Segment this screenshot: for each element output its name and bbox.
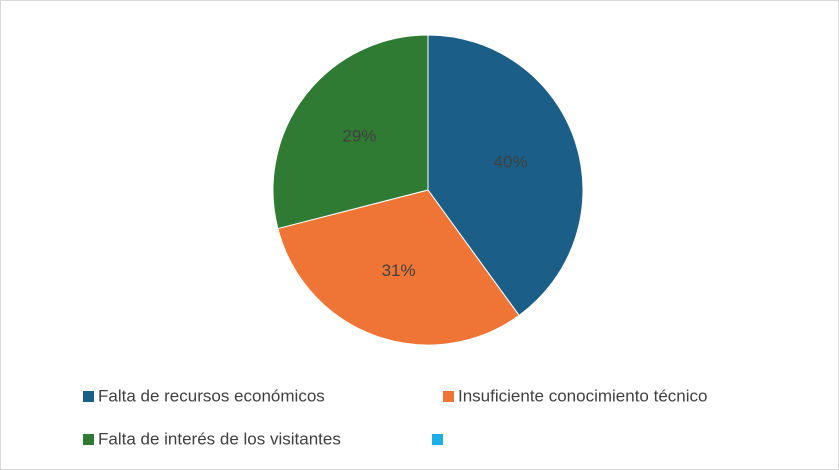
legend-swatch	[443, 391, 454, 402]
pie-slice	[277, 189, 520, 346]
legend-swatch	[432, 434, 443, 445]
data-label: 31%	[382, 261, 416, 280]
data-label: 40%	[494, 153, 528, 172]
legend-label: Falta de recursos económicos	[98, 386, 325, 405]
data-label: 29%	[342, 126, 376, 145]
pie-slice	[272, 34, 429, 230]
legend-swatch	[83, 434, 94, 445]
pie-slice	[427, 34, 584, 317]
legend-swatch	[83, 391, 94, 402]
legend-label: Falta de interés de los visitantes	[98, 429, 341, 448]
legend-label: Insuficiente conocimiento técnico	[458, 386, 707, 405]
